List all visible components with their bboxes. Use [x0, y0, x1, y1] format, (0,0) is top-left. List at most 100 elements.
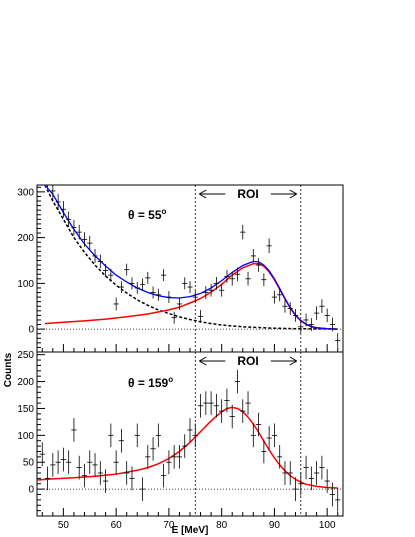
data-point	[129, 466, 135, 491]
x-tick-label: 80	[216, 520, 228, 531]
data-point	[219, 399, 225, 423]
data-point	[324, 308, 330, 323]
data-point	[150, 436, 156, 461]
data-point	[182, 434, 188, 458]
data-point	[208, 391, 214, 415]
data-point	[66, 211, 72, 228]
data-point	[150, 286, 156, 299]
data-point	[97, 254, 103, 269]
data-point	[76, 224, 82, 240]
data-point	[187, 281, 193, 293]
data-point	[81, 232, 88, 247]
data-point	[277, 288, 283, 302]
data-point	[139, 278, 146, 291]
data-point	[55, 193, 61, 211]
data-point	[145, 271, 151, 284]
data-point	[261, 439, 267, 464]
data-point	[166, 450, 172, 475]
y-tick-label: 100	[17, 279, 34, 290]
data-point	[303, 313, 309, 327]
data-point	[255, 412, 262, 437]
data-point	[102, 469, 109, 493]
data-point	[171, 445, 177, 469]
x-tick-label: 90	[269, 520, 281, 531]
bottom-roi-markers	[194, 352, 302, 516]
data-point	[329, 317, 336, 332]
roi-arrow-left-head	[199, 356, 207, 366]
data-point	[171, 311, 177, 324]
data-point	[92, 249, 98, 263]
y-tick-label: 0	[28, 325, 34, 336]
data-point	[213, 276, 219, 290]
data-point	[335, 333, 341, 348]
top-fit-curves	[44, 184, 338, 330]
data-point	[271, 290, 278, 304]
y-tick-label: 0	[28, 485, 34, 496]
data-point	[208, 283, 214, 297]
roi-arrow-left-head	[199, 189, 207, 199]
x-tick-label: 50	[58, 520, 70, 531]
signal-fit-curve	[36, 406, 338, 489]
y-tick-label: 250	[17, 350, 34, 361]
bottom-angle-annotation: θ = 159o	[128, 375, 173, 390]
bottom-fit-curve	[36, 406, 338, 489]
x-tick-label: 60	[111, 520, 123, 531]
data-point	[319, 455, 325, 480]
data-point	[240, 224, 246, 240]
data-point	[108, 423, 114, 448]
background-fit-curve	[44, 184, 338, 330]
data-point	[134, 423, 140, 448]
top-panel: 0 100 200 300 ROI θ = 55o	[17, 184, 344, 353]
data-point	[71, 219, 77, 236]
data-point	[161, 269, 167, 282]
data-point	[266, 238, 272, 254]
data-point	[213, 393, 219, 418]
data-point	[60, 201, 66, 218]
data-point	[282, 299, 288, 313]
top-data-points	[47, 185, 341, 348]
data-point	[292, 477, 299, 501]
data-point	[118, 281, 125, 293]
y-tick-label: 100	[17, 431, 34, 442]
data-point	[176, 445, 183, 469]
data-point	[250, 249, 256, 263]
x-axis-title: E [MeV]	[172, 525, 209, 536]
top-roi-label: ROI	[237, 187, 258, 201]
data-point	[287, 302, 293, 315]
data-point	[87, 235, 93, 251]
data-point	[76, 455, 82, 480]
data-point	[108, 268, 114, 282]
data-point	[161, 463, 167, 488]
data-point	[298, 471, 304, 496]
data-point	[87, 450, 93, 475]
y-tick-label: 150	[17, 404, 34, 415]
total-fit-curve	[44, 184, 338, 330]
data-point	[102, 264, 109, 277]
top-plot-frame	[36, 184, 344, 353]
data-point	[39, 442, 45, 466]
y-tick-label: 300	[17, 187, 34, 198]
data-point	[129, 277, 135, 290]
data-point	[81, 463, 88, 488]
data-point	[203, 286, 209, 299]
data-point	[145, 445, 151, 469]
data-point	[219, 283, 225, 297]
bottom-panel: 0 50 100 150 200 250 50 60 70 80 90 100 ROI θ = 15…	[17, 350, 344, 531]
data-point	[155, 423, 161, 448]
data-point	[234, 267, 241, 282]
top-roi-markers	[194, 185, 302, 352]
data-point	[155, 288, 161, 301]
data-point	[234, 369, 241, 394]
data-point	[324, 469, 330, 493]
data-point	[224, 270, 230, 283]
data-point	[60, 447, 66, 472]
data-point	[134, 281, 140, 294]
data-point	[308, 466, 314, 491]
data-point	[166, 291, 172, 304]
data-point	[124, 461, 130, 485]
y-tick-label: 200	[17, 233, 34, 244]
data-point	[113, 297, 119, 311]
data-point	[282, 461, 288, 485]
data-point	[319, 299, 325, 314]
